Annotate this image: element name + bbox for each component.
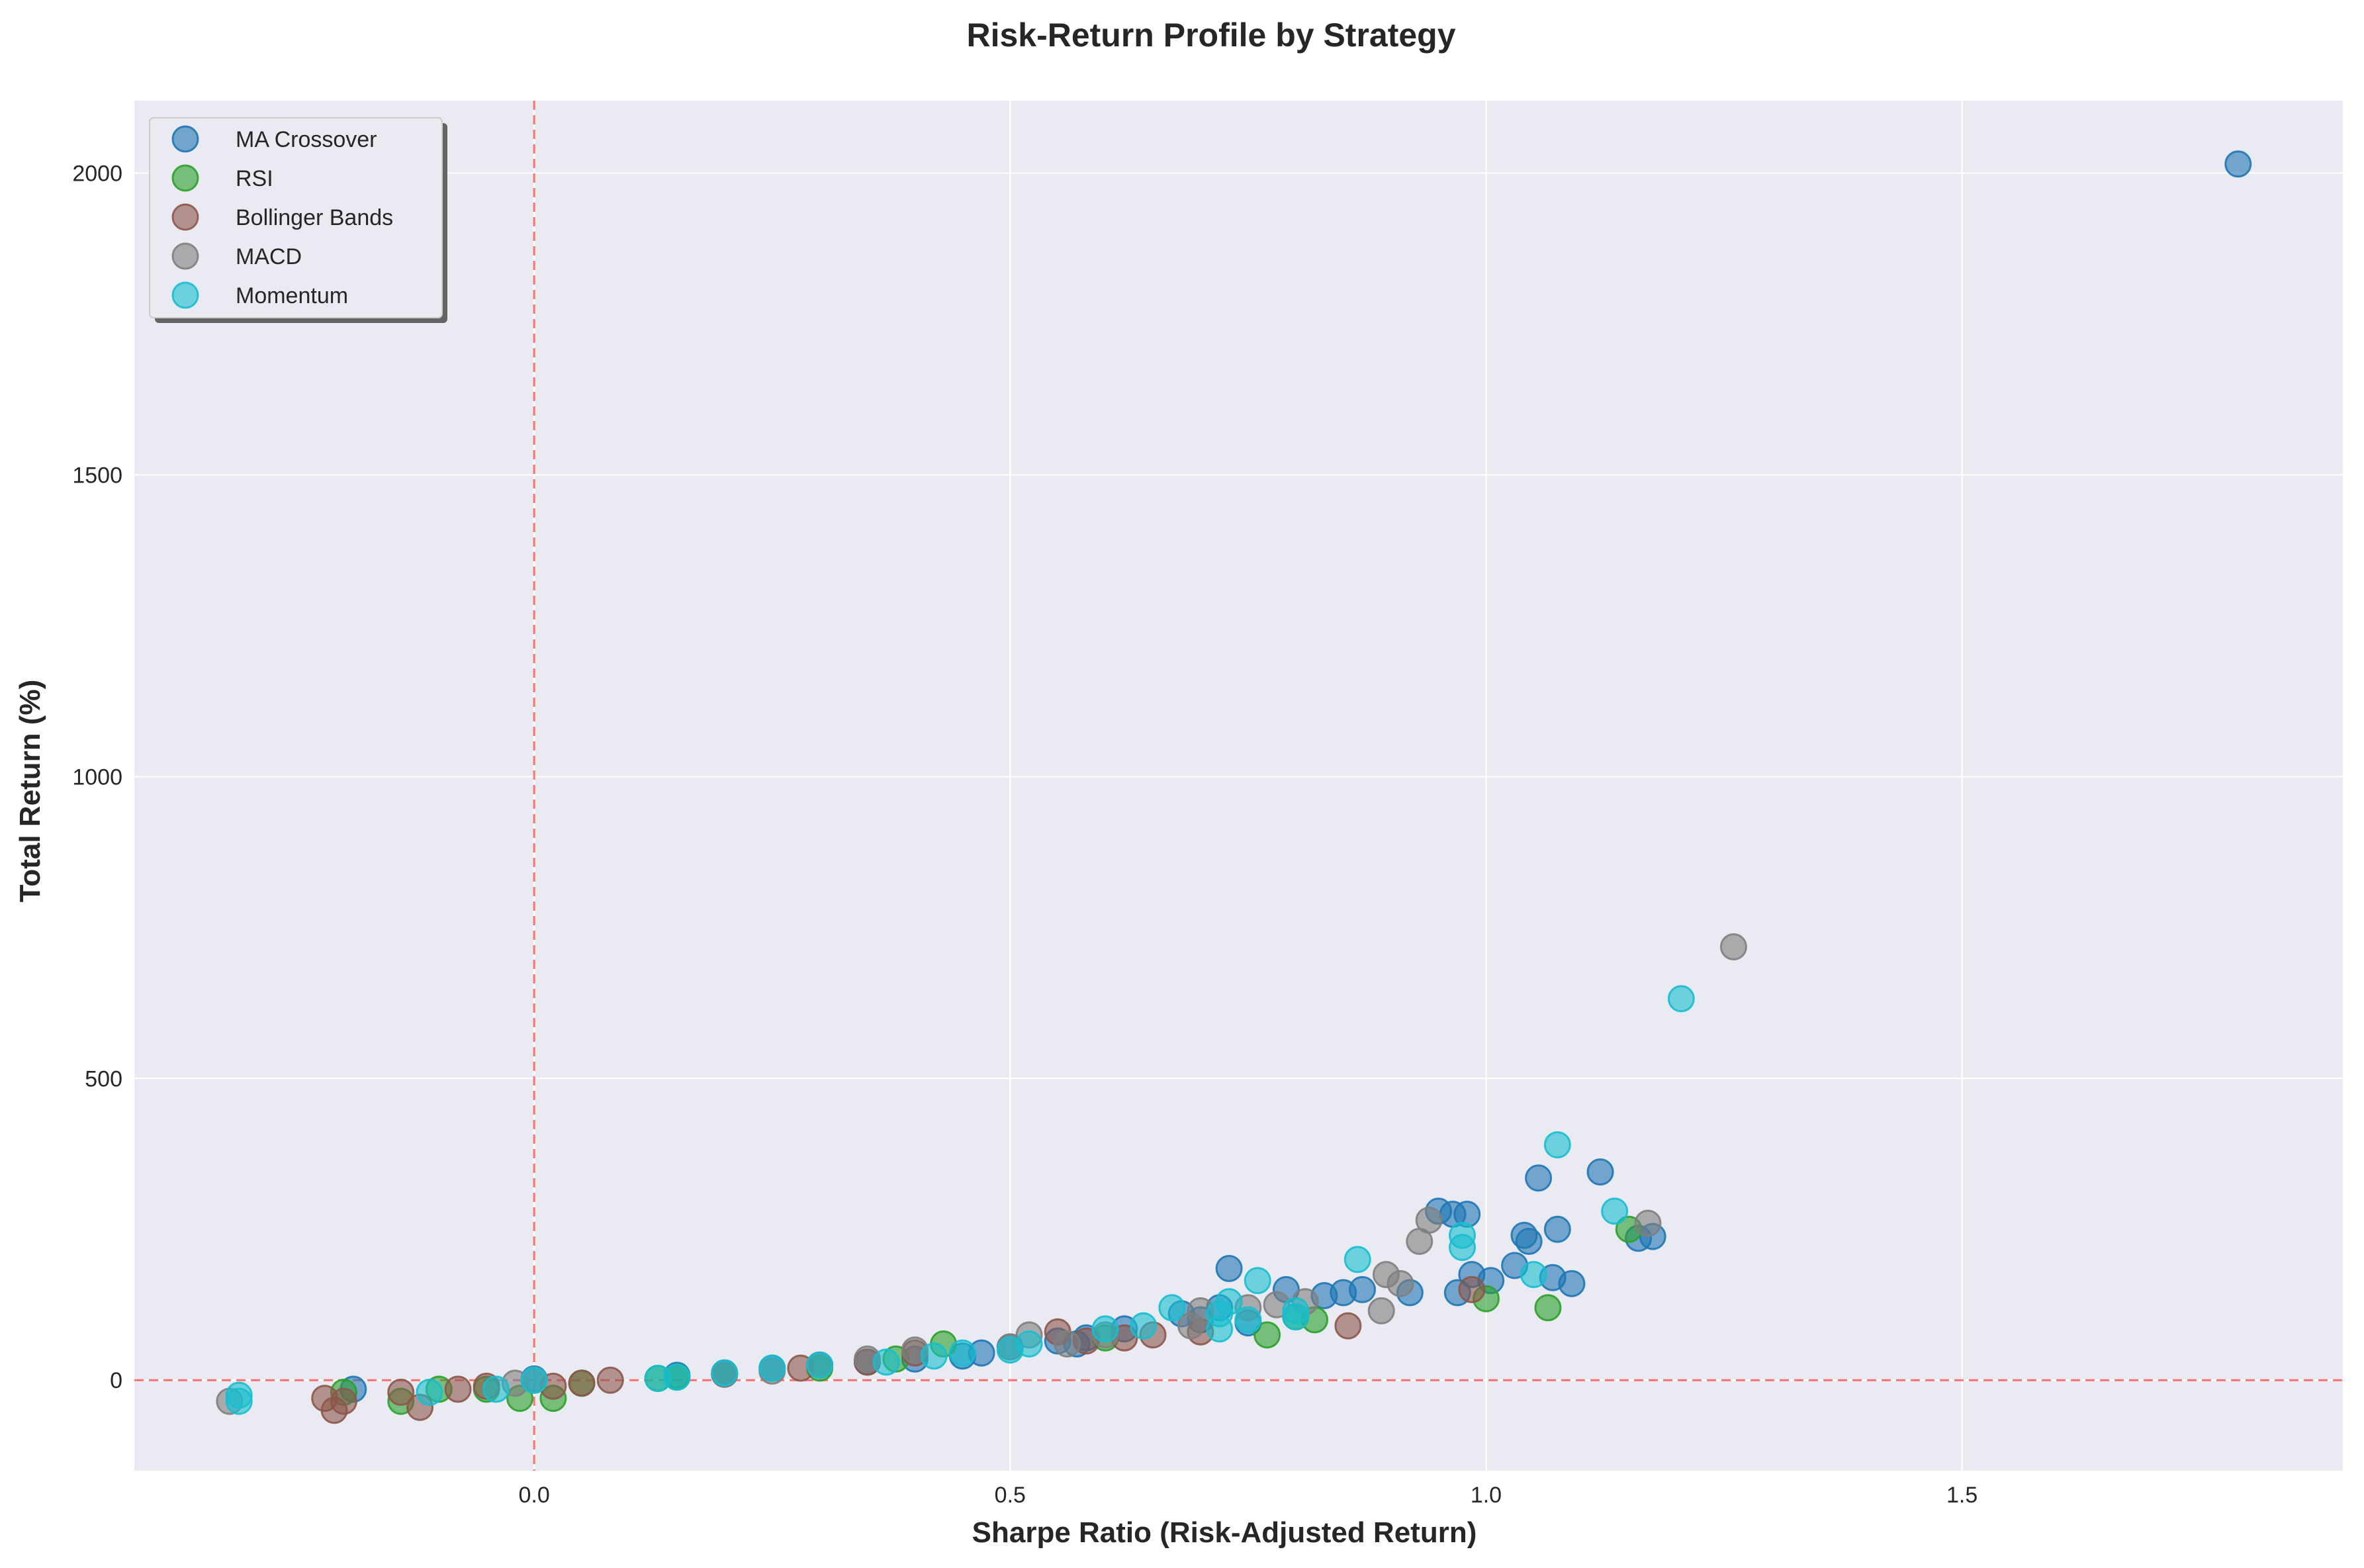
x-tick-label: 1.0 [1471,1483,1502,1508]
data-point [482,1375,510,1403]
data-point [1054,1330,1081,1358]
data-point [1387,1269,1414,1297]
y-tick-label: 1500 [72,463,122,488]
x-tick-labels: 0.0 0.5 1.0 1.5 [518,1483,1978,1508]
legend-entry: RSI [171,164,273,192]
data-point [1586,1158,1614,1186]
data-point [1525,1164,1553,1192]
y-tick-label: 2000 [72,161,122,186]
data-point [1667,985,1695,1013]
data-point [1449,1234,1477,1262]
data-point [872,1348,900,1376]
data-point [568,1369,596,1397]
data-point [1719,933,1747,960]
data-point [520,1366,548,1394]
legend-label: MACD [236,244,302,269]
data-point [1158,1294,1186,1322]
data-point [1515,1227,1543,1255]
legend: MA Crossover RSI Bollinger Bands MACD Moment… [149,117,447,323]
data-point [1543,1131,1571,1159]
legend-entry: Bollinger Bands [171,203,393,231]
data-point [1406,1227,1433,1255]
data-point [758,1354,786,1382]
data-point [1334,1312,1362,1340]
data-point [1215,1255,1243,1283]
y-tick-label: 0 [110,1368,122,1393]
legend-entry: MACD [171,242,302,270]
plot-area [134,101,2343,1471]
legend-entry: MA Crossover [171,125,377,153]
data-point [1130,1312,1158,1340]
series-momentum [225,985,1695,1415]
y-tick-label: 500 [85,1066,122,1091]
data-point [1634,1209,1662,1237]
data-point [1253,1321,1281,1349]
data-point [1282,1303,1310,1330]
legend-label: MA Crossover [236,127,377,152]
data-point [320,1397,348,1424]
data-point [1601,1197,1629,1225]
data-point [444,1375,472,1403]
data-point [996,1336,1024,1364]
data-point [948,1339,976,1367]
data-point [1091,1315,1119,1343]
data-point [1558,1269,1586,1297]
data-points [216,150,2252,1424]
legend-label: Bollinger Bands [236,205,393,230]
x-tick-label: 1.5 [1946,1483,1978,1508]
x-tick-label: 0.0 [518,1483,549,1508]
data-point [711,1359,739,1387]
chart-title: Risk-Return Profile by Strategy [966,17,1455,54]
data-point [1543,1215,1571,1243]
data-point [387,1378,415,1406]
data-point [1367,1297,1395,1324]
legend-marker [171,203,199,231]
legend-label: Momentum [236,283,348,308]
data-point [596,1366,624,1394]
y-tick-labels: 0 500 1000 1500 2000 [72,161,122,1393]
data-point [1206,1315,1234,1343]
data-point [1520,1261,1547,1289]
y-tick-label: 1000 [72,764,122,790]
x-axis-label: Sharpe Ratio (Risk-Adjusted Return) [972,1516,1477,1549]
data-point [644,1364,672,1392]
data-point [1244,1267,1271,1295]
data-point [1343,1246,1371,1273]
data-point [920,1342,948,1370]
legend-marker [171,125,199,153]
data-point [1177,1312,1205,1340]
legend-marker [171,281,199,309]
y-axis-label: Total Return (%) [14,680,46,903]
data-point [2224,150,2252,178]
legend-box [149,117,443,318]
x-tick-label: 0.5 [995,1483,1026,1508]
legend-marker [171,242,199,270]
data-point [416,1378,443,1406]
data-point [1234,1306,1262,1334]
legend-marker [171,164,199,192]
data-point [225,1387,253,1415]
legend-label: RSI [236,166,273,191]
data-point [806,1351,834,1379]
legend-entry: Momentum [171,281,348,309]
data-point [1534,1294,1562,1322]
data-point [1458,1275,1486,1303]
data-point [1348,1275,1376,1303]
